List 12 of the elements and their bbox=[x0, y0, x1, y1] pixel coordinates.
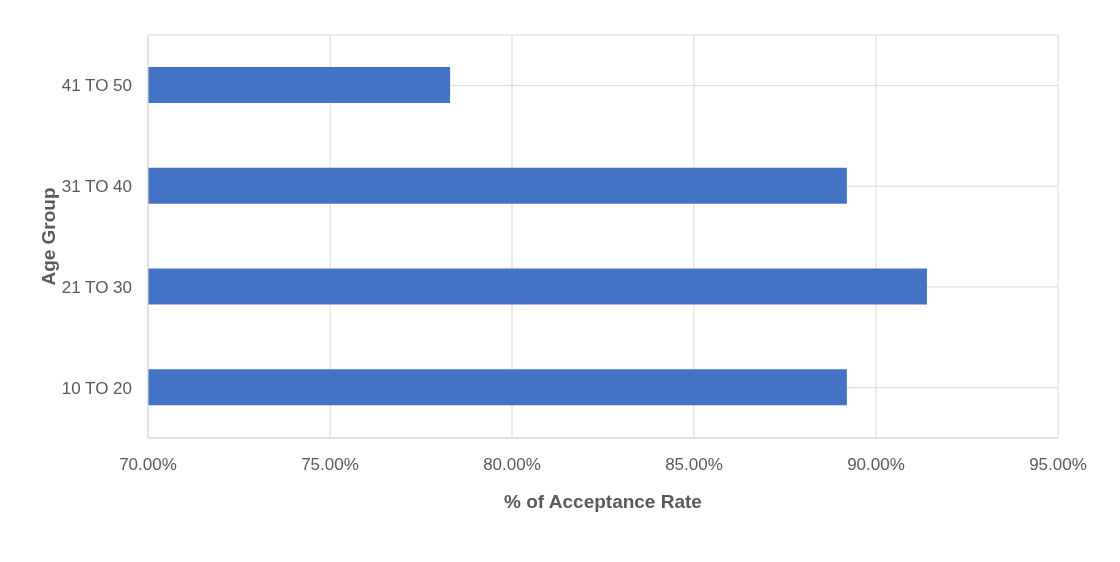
x-tick-label: 95.00% bbox=[1029, 455, 1087, 475]
x-tick-label: 75.00% bbox=[301, 455, 359, 475]
x-tick-label: 90.00% bbox=[847, 455, 905, 475]
x-tick-label: 85.00% bbox=[665, 455, 723, 475]
y-axis-title: Age Group bbox=[37, 187, 59, 286]
y-tick-label: 41 TO 50 bbox=[61, 76, 132, 96]
x-tick-label: 70.00% bbox=[119, 455, 177, 475]
x-tick-label: 80.00% bbox=[483, 455, 541, 475]
y-tick-label: 10 TO 20 bbox=[61, 378, 132, 398]
y-tick-label: 31 TO 40 bbox=[61, 177, 132, 197]
x-axis-title: % of Acceptance Rate bbox=[504, 491, 702, 512]
y-tick-label: 21 TO 30 bbox=[61, 277, 132, 297]
